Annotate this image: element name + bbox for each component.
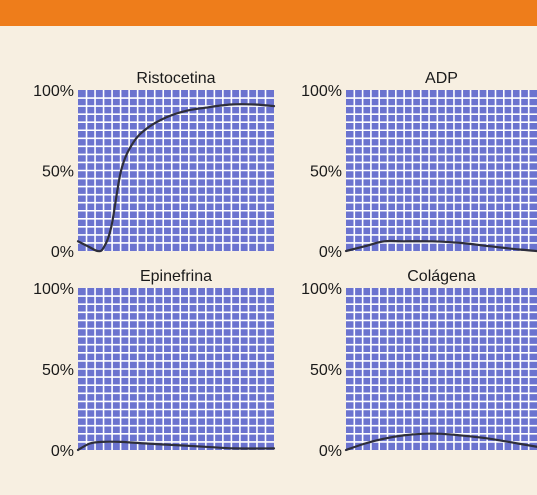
- chart-panel-1: Ristocetina 100% 50% 0%: [33, 70, 276, 261]
- gridlines: [346, 288, 537, 450]
- y-tick-label: 100%: [33, 83, 74, 100]
- charts-svg: Ristocetina100%50%0%ADP100%50%0%Epinefri…: [33, 70, 537, 460]
- chart-title: Epinefrina: [140, 268, 212, 285]
- y-tick-label: 0%: [319, 443, 342, 460]
- chart-panel-3: Epinefrina 100% 50% 0%: [33, 268, 276, 460]
- series-line: [76, 103, 276, 253]
- chart-title: Colágena: [407, 268, 476, 285]
- y-tick-label: 100%: [301, 281, 342, 298]
- gridlines: [346, 90, 537, 251]
- chart-title: Ristocetina: [136, 70, 215, 87]
- aggregation-figure: Ristocetina 100% 50% 0% ADP 100% 50% 0% Epinefri…: [0, 40, 537, 495]
- header-band: [0, 0, 537, 26]
- series-line: [76, 440, 276, 452]
- y-tick-label: 50%: [310, 362, 342, 379]
- y-tick-label: 100%: [301, 83, 342, 100]
- chart-panel-2: ADP 100% 50% 0%: [301, 70, 537, 261]
- y-tick-label: 0%: [51, 244, 74, 261]
- y-tick-label: 100%: [33, 281, 74, 298]
- y-tick-label: 50%: [42, 362, 74, 379]
- y-tick-label: 50%: [42, 164, 74, 181]
- gridlines: [78, 90, 274, 251]
- y-tick-label: 50%: [310, 164, 342, 181]
- chart-panel-4: Colágena 100% 50% 0%: [301, 268, 537, 460]
- y-tick-label: 0%: [319, 244, 342, 261]
- gridlines: [78, 288, 274, 450]
- series-line: [344, 432, 537, 452]
- chart-title: ADP: [425, 70, 458, 87]
- y-tick-label: 0%: [51, 443, 74, 460]
- series-line: [344, 239, 537, 253]
